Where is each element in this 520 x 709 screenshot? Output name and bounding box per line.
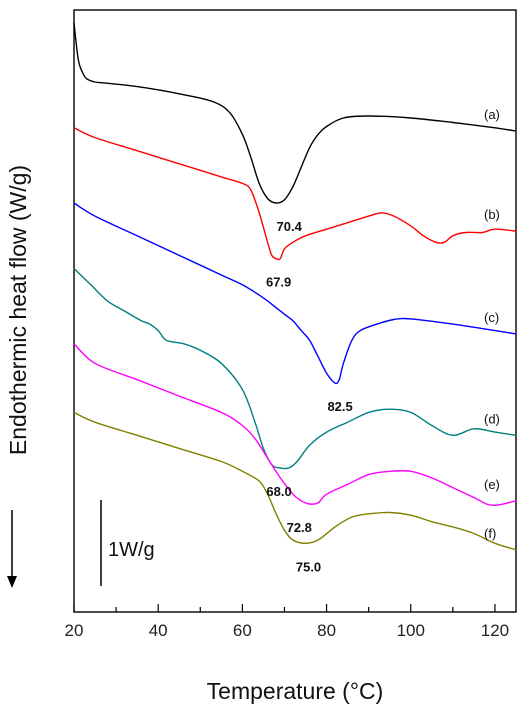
y-axis-title: Endothermic heat flow (W/g) [5, 165, 31, 455]
series-line-a [73, 23, 517, 204]
scale-bar: 1W/g [100, 500, 155, 586]
x-tick-label: 60 [233, 621, 252, 640]
plot-area [73, 9, 517, 613]
series-line-e [73, 343, 517, 507]
series-label-a: (a) [484, 107, 500, 122]
x-tick-label: 20 [65, 621, 84, 640]
curves-group [73, 23, 517, 551]
series-label-d: (d) [484, 411, 500, 426]
direction-arrow [7, 510, 17, 588]
series-label-c: (c) [484, 310, 499, 325]
peak-label-e: 72.8 [287, 520, 312, 535]
x-tick-label: 40 [149, 621, 168, 640]
series-line-f [73, 411, 517, 551]
series-label-e: (e) [484, 477, 500, 492]
x-axis-title: Temperature (°C) [207, 678, 384, 704]
peak-label-b: 67.9 [266, 275, 291, 290]
series-labels-group: (a) 70.4 (b) 67.9 (c) 82.5 (d) 68.0 (e) 72.8 (f) 75… [266, 107, 500, 574]
series-line-c [73, 202, 517, 385]
x-ticks-group: 20 40 60 80 100 120 [65, 604, 509, 640]
series-label-b: (b) [484, 207, 500, 222]
peak-label-a: 70.4 [277, 219, 303, 234]
scale-bar-label: 1W/g [108, 539, 155, 561]
series-line-b [73, 127, 517, 261]
series-label-f: (f) [484, 526, 496, 541]
x-tick-label: 80 [317, 621, 336, 640]
peak-label-c: 82.5 [327, 399, 352, 414]
peak-label-d: 68.0 [266, 484, 291, 499]
peak-label-f: 75.0 [296, 559, 321, 574]
x-tick-label: 120 [481, 621, 509, 640]
x-tick-label: 100 [397, 621, 425, 640]
